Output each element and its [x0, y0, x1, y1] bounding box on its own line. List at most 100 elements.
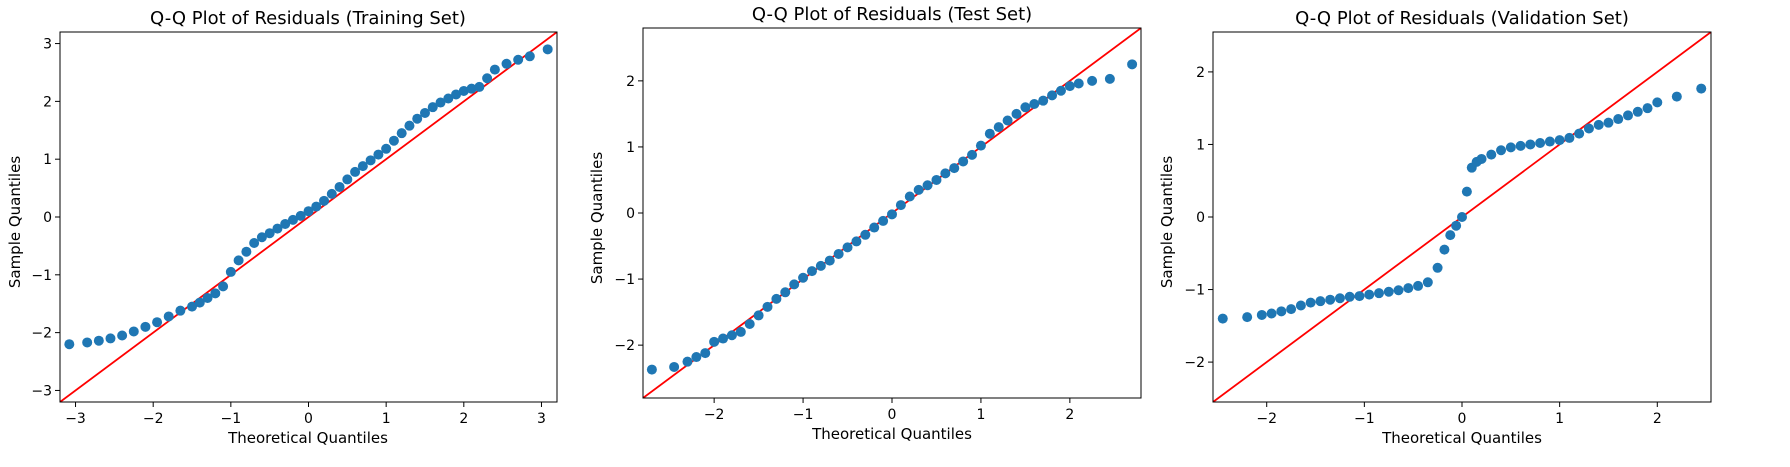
data-point	[1461, 186, 1472, 197]
x-tick-label: 2	[1065, 407, 1074, 423]
data-point	[342, 174, 353, 185]
data-point	[806, 266, 817, 277]
data-point	[1642, 103, 1653, 114]
data-point	[233, 255, 244, 266]
data-point	[435, 97, 446, 108]
data-point	[396, 128, 407, 139]
data-point	[1002, 115, 1013, 126]
data-point	[501, 58, 512, 69]
data-point	[833, 248, 844, 259]
data-point	[700, 348, 711, 359]
data-point	[691, 352, 702, 363]
y-tick-label: 1	[1196, 137, 1205, 153]
y-tick-label: 1	[43, 152, 52, 168]
data-point	[287, 214, 298, 225]
data-point	[443, 93, 454, 104]
y-tick-label: −1	[614, 272, 635, 288]
data-point	[753, 310, 764, 321]
data-point	[249, 238, 260, 249]
data-point	[1266, 308, 1277, 319]
data-point	[1364, 289, 1375, 300]
qq-plot-test-set: Q-Q Plot of Residuals (Test Set) Theoret…	[588, 4, 1142, 443]
data-point	[334, 181, 345, 192]
data-point	[513, 54, 524, 65]
data-point	[225, 266, 236, 277]
data-point	[1486, 149, 1497, 160]
data-point	[482, 73, 493, 84]
data-point	[1593, 119, 1604, 130]
data-point	[887, 209, 897, 220]
axes-frame	[1212, 31, 1712, 403]
data-point	[280, 218, 291, 229]
data-point	[709, 336, 720, 347]
x-axis-label: Theoretical Quantiles	[811, 425, 972, 443]
data-point	[1295, 300, 1306, 311]
chart-title: Q-Q Plot of Residuals (Validation Set)	[1295, 8, 1629, 29]
data-point	[1315, 296, 1326, 307]
data-point	[1286, 304, 1297, 315]
data-point	[771, 293, 782, 304]
x-tick-label: 1	[1555, 411, 1564, 427]
x-tick-label: −1	[793, 407, 814, 423]
data-point	[1652, 97, 1663, 108]
data-point	[1047, 90, 1058, 101]
data-point	[842, 242, 853, 253]
x-tick-label: −3	[65, 411, 86, 427]
data-point	[1020, 102, 1031, 113]
data-point	[241, 246, 252, 257]
data-point	[735, 326, 746, 337]
data-point	[82, 337, 93, 348]
data-point	[718, 333, 729, 344]
data-point	[64, 339, 75, 350]
data-point	[1671, 91, 1682, 102]
y-tick-label: 2	[1196, 65, 1205, 81]
data-point	[967, 149, 978, 160]
data-point	[474, 81, 485, 92]
data-point	[1029, 98, 1040, 109]
data-point	[1439, 244, 1450, 255]
data-point	[1623, 110, 1633, 121]
x-tick-label: 0	[1458, 411, 1467, 427]
data-point	[187, 301, 198, 312]
data-point	[326, 188, 337, 199]
data-point	[1064, 81, 1075, 92]
y-tick-label: 2	[43, 94, 52, 110]
y-tick-label: 0	[1196, 210, 1205, 226]
data-point	[1515, 140, 1526, 151]
qq-plot-validation-set: Q-Q Plot of Residuals (Validation Set) T…	[1158, 8, 1712, 447]
data-point	[798, 272, 809, 283]
data-point	[824, 255, 835, 266]
data-point	[1038, 95, 1049, 106]
data-point	[105, 333, 116, 344]
data-point	[1457, 212, 1467, 222]
data-point	[404, 120, 415, 131]
data-point	[993, 122, 1004, 133]
x-tick-label: 1	[382, 411, 391, 427]
data-point	[949, 163, 960, 174]
data-point	[1256, 309, 1267, 320]
data-point	[303, 206, 314, 217]
data-point	[202, 292, 213, 303]
data-point	[1535, 138, 1546, 148]
y-tick-label: 0	[626, 206, 635, 222]
reference-line	[60, 32, 557, 402]
data-point	[1496, 145, 1507, 156]
data-point	[1422, 277, 1433, 288]
data-point	[646, 364, 657, 375]
x-tick-label: 0	[888, 407, 897, 423]
data-point	[669, 361, 680, 372]
data-point	[128, 326, 139, 337]
data-point	[1476, 153, 1487, 164]
y-tick-label: −2	[1184, 355, 1205, 371]
data-point	[1087, 75, 1098, 86]
data-point	[1334, 293, 1345, 304]
data-point	[815, 260, 826, 271]
data-point	[163, 311, 174, 322]
x-axis-label: Theoretical Quantiles	[227, 429, 388, 447]
y-tick-label: −1	[31, 268, 52, 284]
data-point	[350, 166, 361, 177]
data-point	[904, 191, 915, 202]
data-point	[1525, 139, 1536, 150]
plot-area	[60, 32, 557, 402]
data-point	[1393, 285, 1404, 296]
